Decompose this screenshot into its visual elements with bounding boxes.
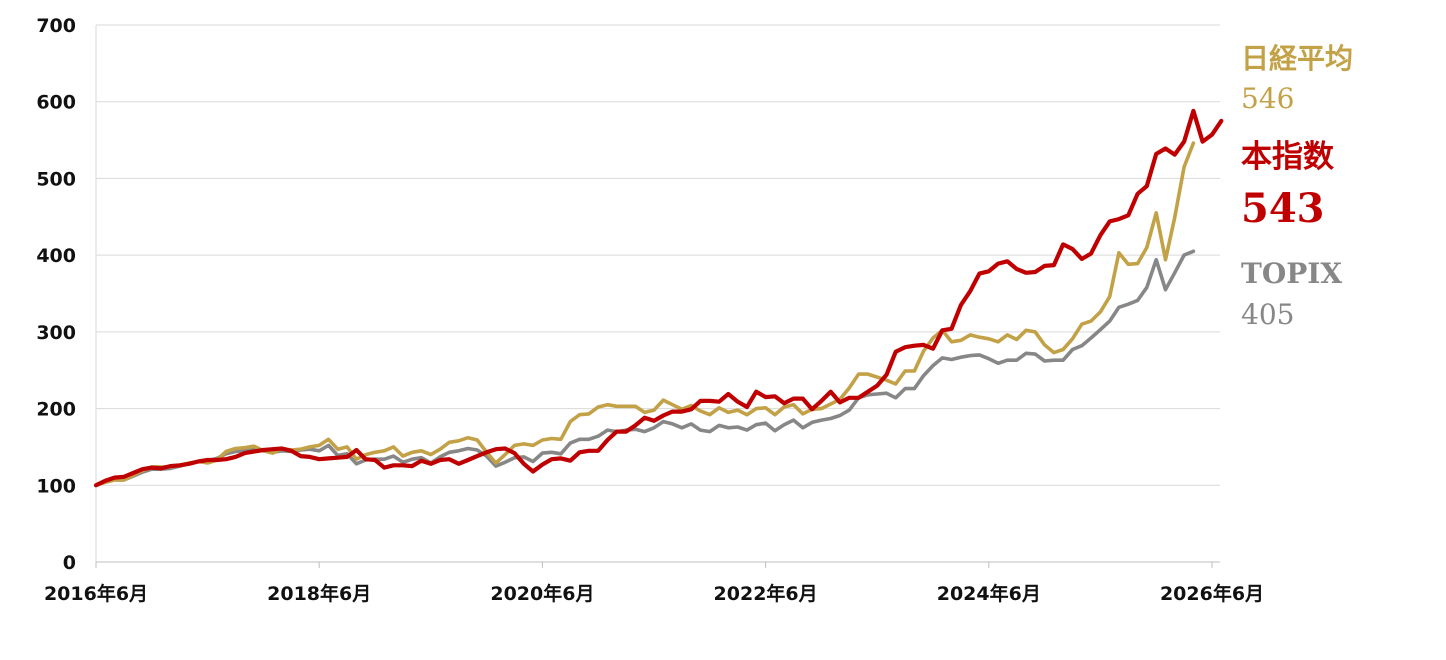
y-tick-label: 100 [36, 475, 76, 497]
y-tick-label: 600 [36, 92, 76, 114]
x-tick-label: 2026年6月 [1160, 582, 1264, 605]
y-tick-label: 0 [63, 552, 76, 574]
x-tick-label: 2016年6月 [44, 582, 148, 605]
series-label-index: 本指数 [1241, 139, 1334, 175]
x-tick-label: 2024年6月 [937, 582, 1041, 605]
y-tick-label: 500 [36, 168, 76, 190]
series-line-nikkei [94, 141, 1196, 488]
series-lines [93, 108, 1224, 488]
x-tick-label: 2018年6月 [267, 582, 371, 605]
y-tick-label: 300 [36, 322, 76, 344]
y-tick-label: 700 [36, 15, 76, 37]
x-axis: 2016年6月 2018年6月 2020年6月 2022年6月 2024年6月 2026年… [44, 562, 1264, 605]
series-end-value-topix: 405 [1241, 298, 1294, 331]
end-labels: 日経平均 546 本指数 543 TOPIX 405 [1241, 42, 1353, 331]
series-label-nikkei: 日経平均 [1241, 42, 1353, 75]
series-end-value-index: 543 [1241, 185, 1325, 232]
y-tick-label: 400 [36, 245, 76, 267]
x-tick-label: 2020年6月 [490, 582, 594, 605]
y-tick-label: 200 [36, 399, 76, 421]
gridlines [95, 24, 1220, 563]
y-axis: 0 100 200 300 400 500 600 700 [36, 15, 76, 574]
x-tick-label: 2022年6月 [714, 582, 818, 605]
series-line-index [93, 108, 1224, 488]
series-end-value-nikkei: 546 [1241, 82, 1294, 115]
series-label-topix: TOPIX [1241, 257, 1342, 290]
